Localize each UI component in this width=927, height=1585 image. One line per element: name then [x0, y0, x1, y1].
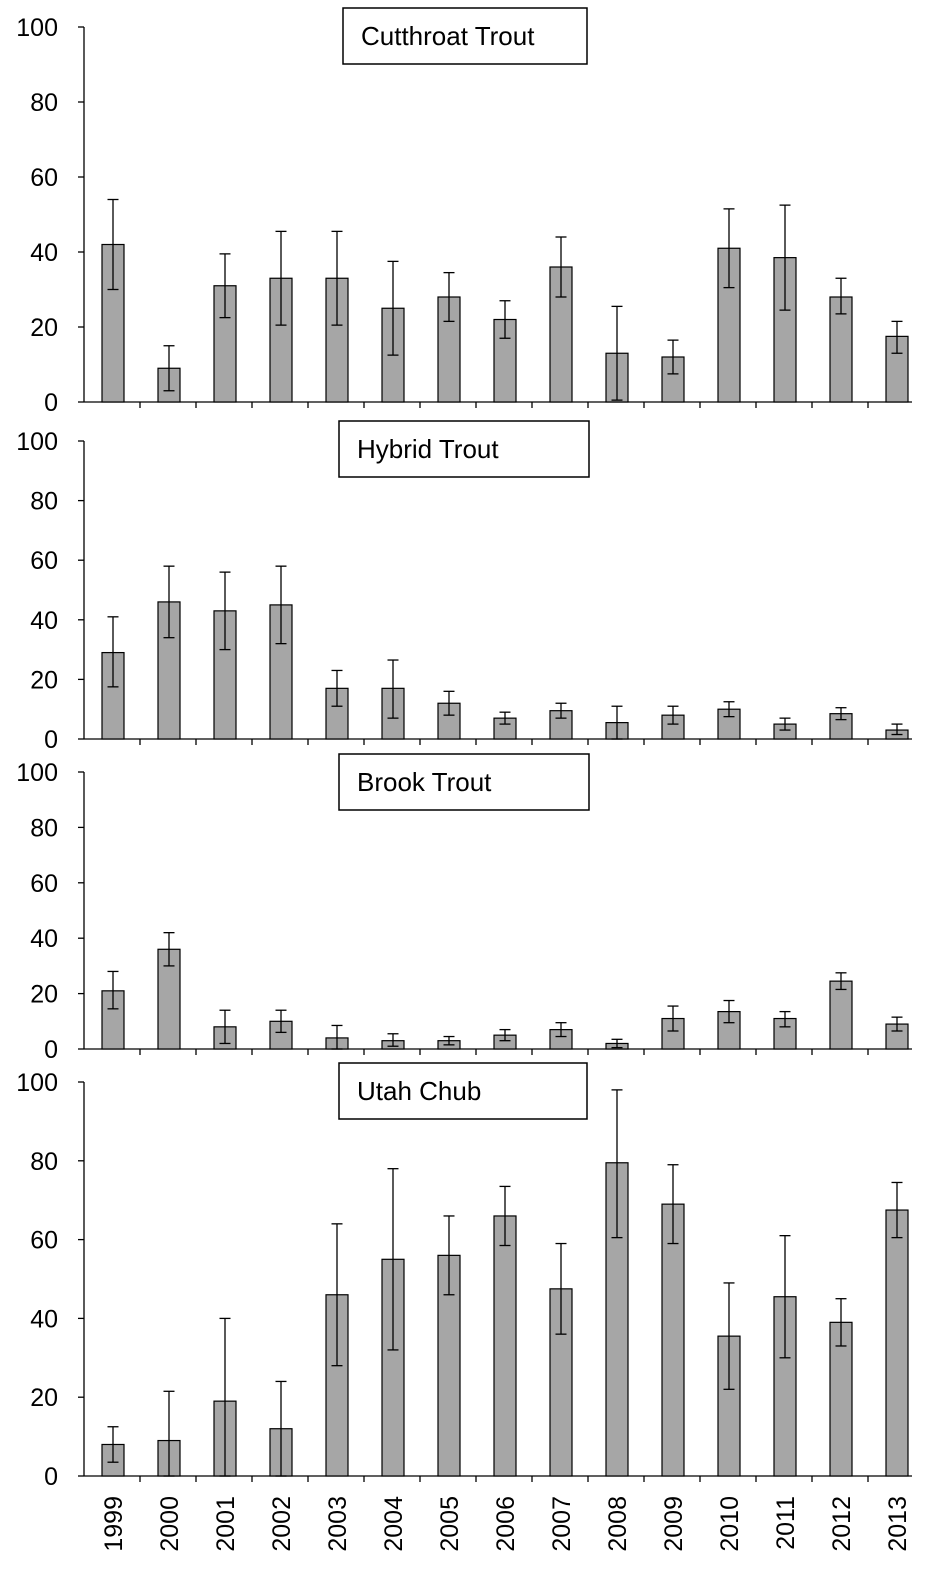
x-tick-label: 2012: [828, 1496, 856, 1552]
y-tick-label: 40: [30, 607, 58, 635]
x-tick-label: 1999: [100, 1496, 128, 1552]
x-tick-label: 2003: [324, 1496, 352, 1552]
chart-title: Hybrid Trout: [357, 434, 499, 464]
chart-title: Cutthroat Trout: [361, 21, 535, 51]
y-tick-label: 40: [30, 1305, 58, 1333]
y-tick-label: 0: [44, 1463, 58, 1491]
chart-panel-4: 0 20 40 60 80 100 Utah Chub 1999 2000 2001 2002 200…: [16, 1062, 912, 1552]
y-tick-label: 0: [44, 726, 58, 754]
y-tick-label: 100: [16, 1069, 58, 1097]
x-tick-label: 2002: [268, 1496, 296, 1552]
y-tick-label: 20: [30, 1384, 58, 1412]
y-tick-label: 80: [30, 814, 58, 842]
bar-2009: [661, 1203, 685, 1477]
y-tick-label: 60: [30, 870, 58, 898]
x-tick-label: 2000: [156, 1496, 184, 1552]
y-tick-label: 60: [30, 164, 58, 192]
x-tick-label: 2006: [492, 1496, 520, 1552]
y-tick-label: 80: [30, 488, 58, 516]
x-tick-label: 2005: [436, 1496, 464, 1552]
chart-title-box: [342, 7, 588, 65]
chart-title-box: [338, 420, 590, 478]
y-tick-label: 0: [44, 1036, 58, 1064]
x-tick-label: 2010: [716, 1496, 744, 1552]
bar-2006: [493, 1215, 517, 1477]
x-tick-label: 2007: [548, 1496, 576, 1552]
bar-2012: [829, 980, 853, 1050]
y-tick-label: 60: [30, 547, 58, 575]
y-tick-label: 0: [44, 389, 58, 417]
chart-title-box: [338, 1062, 588, 1120]
y-tick-label: 20: [30, 981, 58, 1009]
y-tick-label: 80: [30, 89, 58, 117]
x-tick-label: 2013: [884, 1496, 912, 1552]
x-tick-label: 2011: [772, 1496, 800, 1550]
x-tick-label: 2008: [604, 1496, 632, 1552]
y-tick-label: 40: [30, 925, 58, 953]
bar-2013: [885, 1209, 909, 1477]
y-tick-label: 100: [16, 428, 58, 456]
y-tick-label: 100: [16, 759, 58, 787]
y-tick-label: 20: [30, 666, 58, 694]
y-tick-label: 40: [30, 239, 58, 267]
x-tick-label: 2004: [380, 1496, 408, 1552]
chart-title: Brook Trout: [357, 767, 492, 797]
y-tick-label: 100: [16, 14, 58, 42]
x-tick-label: 2009: [660, 1496, 688, 1552]
y-tick-label: 20: [30, 314, 58, 342]
chart-panel-3: 0 20 40 60 80 100 Brook Trout: [16, 753, 912, 1064]
chart-panel-1: 0 20 40 60 80 100 Cutthroat Trout: [16, 7, 912, 417]
y-tick-label: 80: [30, 1148, 58, 1176]
chart-title-box: [338, 753, 590, 811]
x-tick-label: 2001: [212, 1496, 240, 1552]
y-tick-label: 60: [30, 1227, 58, 1255]
chart-title: Utah Chub: [357, 1076, 481, 1106]
chart-panel-2: 0 20 40 60 80 100 Hybrid Trout: [16, 420, 912, 754]
